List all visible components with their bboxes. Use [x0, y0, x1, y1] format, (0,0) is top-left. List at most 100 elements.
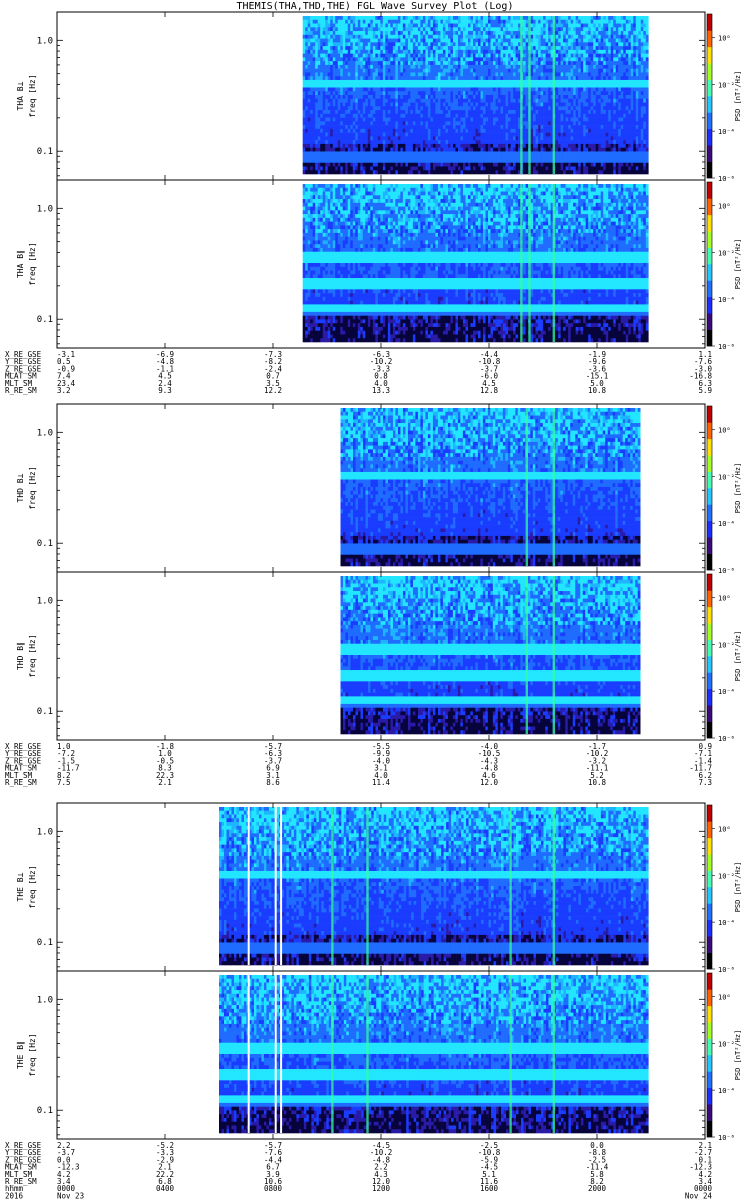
colorbar: 10⁰ 10⁻² 10⁻⁴ 10⁻⁶ PSD [nT²/Hz]: [707, 973, 742, 1142]
y-axis-label-freq: freq [Hz]: [28, 466, 37, 509]
colorbar: 10⁰ 10⁻² 10⁻⁴ 10⁻⁶ PSD [nT²/Hz]: [707, 574, 742, 743]
y-axis-label-component: THE B∥: [16, 1041, 25, 1069]
ephem-value: 13.3: [372, 386, 390, 395]
y-axis-label-freq: freq [Hz]: [28, 634, 37, 677]
y-axis-label-freq: freq [Hz]: [28, 865, 37, 908]
colorbar-tick-label: 10⁰: [718, 993, 731, 1001]
y-tick-label: 1.0: [37, 36, 53, 46]
spectrogram-image: [341, 576, 641, 734]
y-axis-label-freq: freq [Hz]: [28, 1033, 37, 1076]
y-tick-label: 1.0: [37, 204, 53, 214]
colorbar-tick-label: 10⁻²: [718, 641, 735, 649]
y-axis-label-component: THD B⊥: [16, 473, 25, 502]
y-tick-label: 0.1: [37, 147, 53, 157]
ephemeris-table: X_RE_GSE 1.0 -1.8 -5.7 -5.5 -4.0 -1.7 0.9Y_RE_G…: [5, 742, 712, 787]
colorbar-tick-label: 10⁻⁴: [718, 1087, 735, 1095]
colorbar-tick-label: 10⁻⁴: [718, 688, 735, 696]
date-label: Nov 23: [57, 1191, 84, 1200]
ephem-value: 2.1: [158, 778, 172, 787]
colorbar-tick-label: 10⁻⁶: [718, 343, 735, 351]
y-tick-label: 1.0: [37, 596, 53, 606]
colorbar-tick-label: 10⁻²: [718, 81, 735, 89]
time-tick-label: 1600: [480, 1184, 499, 1193]
y-axis-label-component: THA B⊥: [16, 81, 25, 110]
spectrogram-image: [341, 408, 641, 566]
figure-title: THEMIS(THA,THD,THE) FGL Wave Survey Plot…: [237, 1, 514, 12]
y-tick-label: 0.1: [37, 707, 53, 717]
probe-group-the: X_RE_GSE 2.2 -5.2 -5.7 -4.5 -2.5 0.0 2.1Y_RE_GS…: [5, 1141, 712, 1200]
y-tick-label: 0.1: [37, 315, 53, 325]
y-tick-label: 1.0: [37, 428, 53, 438]
probe-group-tha: X_RE_GSE -3.1 -6.9 -7.3 -6.3 -4.4 -1.9 1.1Y_RE_…: [5, 350, 712, 395]
y-axis-label-component: THE B⊥: [16, 872, 25, 901]
colorbar-tick-label: 10⁰: [718, 34, 731, 42]
colorbar-label: PSD [nT²/Hz]: [734, 239, 742, 290]
ephemeris-table: X_RE_GSE 2.2 -5.2 -5.7 -4.5 -2.5 0.0 2.1Y_RE_GS…: [5, 1141, 712, 1186]
ephem-value: 12.8: [480, 386, 499, 395]
ephem-value: 9.3: [158, 386, 172, 395]
y-axis-label-component: THD B∥: [16, 642, 25, 670]
ephem-row-label: R_RE_SM: [5, 778, 37, 787]
ephem-value: 11.4: [372, 778, 391, 787]
colorbar-tick-label: 10⁻²: [718, 1040, 735, 1048]
spectrogram-image: [303, 16, 649, 174]
colorbar-tick-label: 10⁰: [718, 594, 731, 602]
ephemeris-table: X_RE_GSE -3.1 -6.9 -7.3 -6.3 -4.4 -1.9 1.1Y_RE_…: [5, 350, 712, 395]
ephem-value: 10.8: [588, 386, 607, 395]
colorbar-tick-label: 10⁰: [718, 202, 731, 210]
spectrogram-panel-thd-bpar: 1.0 0.1 THD B∥ freq [Hz] 10⁰ 10⁻² 10⁻⁴ 10⁻⁶ PSD …: [16, 572, 742, 743]
y-tick-label: 1.0: [37, 995, 53, 1005]
time-tick-label: 0400: [156, 1184, 175, 1193]
time-tick-label: 1200: [372, 1184, 391, 1193]
spectrogram-panel-tha-bpar: 1.0 0.1 THA B∥ freq [Hz] 10⁰ 10⁻² 10⁻⁴ 10⁻⁶ PSD …: [16, 180, 742, 351]
y-axis-label-freq: freq [Hz]: [28, 242, 37, 285]
y-tick-label: 1.0: [37, 827, 53, 837]
spectrogram-image: [303, 184, 649, 342]
ephem-value: 12.0: [480, 778, 499, 787]
colorbar-label: PSD [nT²/Hz]: [734, 1030, 742, 1081]
y-axis-label-freq: freq [Hz]: [28, 74, 37, 117]
colorbar-tick-label: 10⁻²: [718, 473, 735, 481]
ephem-value: 8.6: [266, 778, 280, 787]
colorbar: 10⁰ 10⁻² 10⁻⁴ 10⁻⁶ PSD [nT²/Hz]: [707, 182, 742, 351]
date-label: Nov 24: [685, 1191, 713, 1200]
probe-group-thd: X_RE_GSE 1.0 -1.8 -5.7 -5.5 -4.0 -1.7 0.9Y_RE_G…: [5, 742, 712, 787]
ephem-value: 7.3: [698, 778, 712, 787]
colorbar-tick-label: 10⁻⁴: [718, 128, 735, 136]
colorbar-tick-label: 10⁻⁴: [718, 296, 735, 304]
y-axis-label-component: THA B∥: [16, 250, 25, 278]
y-tick-label: 0.1: [37, 938, 53, 948]
ephem-value: 3.2: [57, 386, 71, 395]
ephem-row-label: R_RE_SM: [5, 386, 37, 395]
time-tick-label: 0800: [264, 1184, 283, 1193]
time-tick-label: 2000: [588, 1184, 607, 1193]
colorbar-label: PSD [nT²/Hz]: [734, 71, 742, 122]
plot-area: X_RE_GSE -3.1 -6.9 -7.3 -6.3 -4.4 -1.9 1.1Y_RE_…: [5, 12, 742, 1200]
spectrogram-image: [219, 807, 649, 965]
colorbar-tick-label: 10⁻²: [718, 249, 735, 257]
spectrogram-image: [219, 975, 649, 1133]
colorbar-tick-label: 10⁻⁶: [718, 567, 735, 575]
colorbar-tick-label: 10⁻⁶: [718, 735, 735, 743]
ephem-value: 12.2: [264, 386, 282, 395]
colorbar-tick-label: 10⁻⁶: [718, 1134, 735, 1142]
y-tick-label: 0.1: [37, 539, 53, 549]
ephem-value: 10.8: [588, 778, 607, 787]
colorbar-tick-label: 10⁻⁴: [718, 919, 735, 927]
ephem-value: 5.9: [698, 386, 712, 395]
colorbar-label: PSD [nT²/Hz]: [734, 463, 742, 514]
y-tick-label: 0.1: [37, 1106, 53, 1116]
year-label: 2016: [5, 1191, 24, 1200]
colorbar-tick-label: 10⁻²: [718, 872, 735, 880]
colorbar-label: PSD [nT²/Hz]: [734, 862, 742, 913]
colorbar-label: PSD [nT²/Hz]: [734, 631, 742, 682]
colorbar-tick-label: 10⁰: [718, 426, 731, 434]
